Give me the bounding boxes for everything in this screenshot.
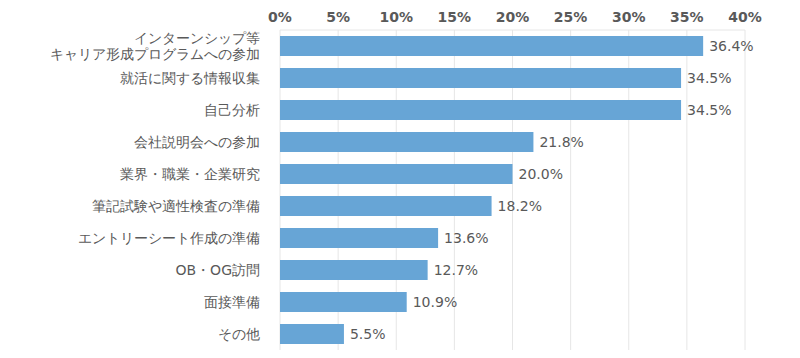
svg-text:5%: 5% xyxy=(326,9,350,25)
svg-text:18.2%: 18.2% xyxy=(498,198,542,214)
svg-text:OB・OG訪問: OB・OG訪問 xyxy=(176,262,261,278)
svg-text:10%: 10% xyxy=(379,9,413,25)
svg-text:15%: 15% xyxy=(438,9,472,25)
svg-text:会社説明会への参加: 会社説明会への参加 xyxy=(134,134,260,150)
svg-text:40%: 40% xyxy=(728,9,762,25)
svg-text:面接準備: 面接準備 xyxy=(204,294,260,310)
svg-text:20%: 20% xyxy=(496,9,530,25)
svg-text:20.0%: 20.0% xyxy=(519,166,563,182)
svg-text:13.6%: 13.6% xyxy=(444,230,488,246)
svg-text:業界・職業・企業研究: 業界・職業・企業研究 xyxy=(120,166,260,182)
svg-text:エントリーシート作成の準備: エントリーシート作成の準備 xyxy=(78,230,260,246)
svg-text:就活に関する情報収集: 就活に関する情報収集 xyxy=(120,70,260,86)
svg-text:0%: 0% xyxy=(268,9,292,25)
svg-text:34.5%: 34.5% xyxy=(687,102,731,118)
svg-text:5.5%: 5.5% xyxy=(350,326,386,342)
svg-text:36.4%: 36.4% xyxy=(709,38,753,54)
svg-text:筆記試験や適性検査の準備: 筆記試験や適性検査の準備 xyxy=(92,198,260,214)
svg-text:25%: 25% xyxy=(554,9,588,25)
svg-text:21.8%: 21.8% xyxy=(539,134,583,150)
svg-text:自己分析: 自己分析 xyxy=(204,102,260,118)
svg-text:34.5%: 34.5% xyxy=(687,70,731,86)
svg-text:インターンシップ等キャリア形成プログラムへの参加: インターンシップ等キャリア形成プログラムへの参加 xyxy=(50,30,260,62)
svg-text:10.9%: 10.9% xyxy=(413,294,457,310)
svg-text:30%: 30% xyxy=(612,9,646,25)
svg-text:35%: 35% xyxy=(670,9,704,25)
svg-text:その他: その他 xyxy=(218,326,260,342)
svg-text:12.7%: 12.7% xyxy=(434,262,478,278)
